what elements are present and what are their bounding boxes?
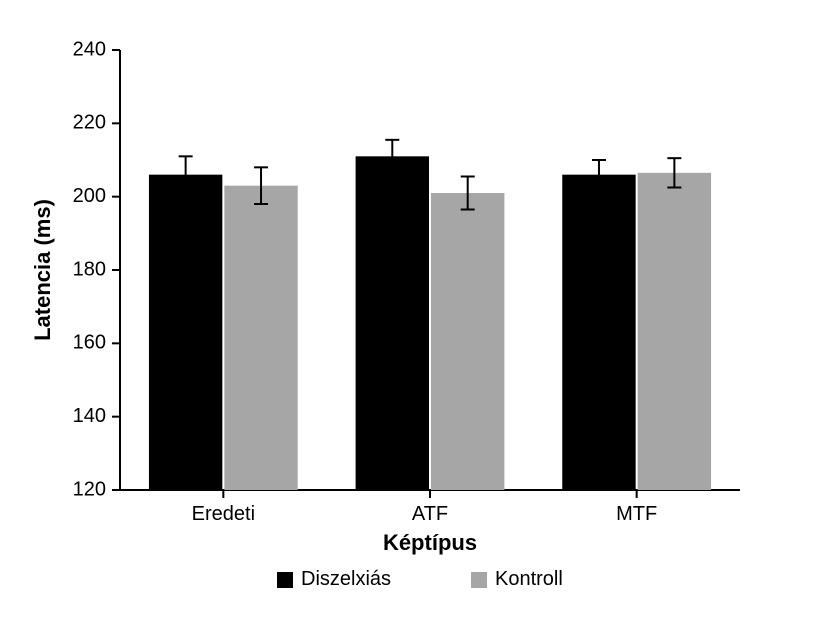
bar	[638, 173, 711, 490]
latency-bar-chart: 120 140 160 180 200 220 240 Latencia (ms) Eredet…	[0, 0, 814, 637]
y-axis-label: Latencia (ms)	[30, 199, 55, 341]
bar	[224, 186, 297, 490]
y-tick-label: 240	[73, 38, 106, 60]
bar	[431, 193, 504, 490]
y-tick-label: 200	[73, 185, 106, 207]
y-tick-label: 120	[73, 478, 106, 500]
y-tick-label: 220	[73, 112, 106, 134]
bar	[562, 175, 635, 490]
x-category-label: ATF	[412, 503, 448, 525]
bar	[149, 175, 222, 490]
legend-label: Diszelxiás	[301, 568, 391, 590]
x-category-label: Eredeti	[192, 503, 255, 525]
bar	[356, 156, 429, 490]
legend-swatch	[277, 572, 293, 588]
y-tick-label: 160	[73, 332, 106, 354]
x-category-label: MTF	[616, 503, 657, 525]
y-tick-label: 180	[73, 258, 106, 280]
x-axis-label: Képtípus	[383, 530, 477, 555]
legend-swatch	[471, 572, 487, 588]
y-tick-label: 140	[73, 405, 106, 427]
legend-label: Kontroll	[495, 568, 563, 590]
